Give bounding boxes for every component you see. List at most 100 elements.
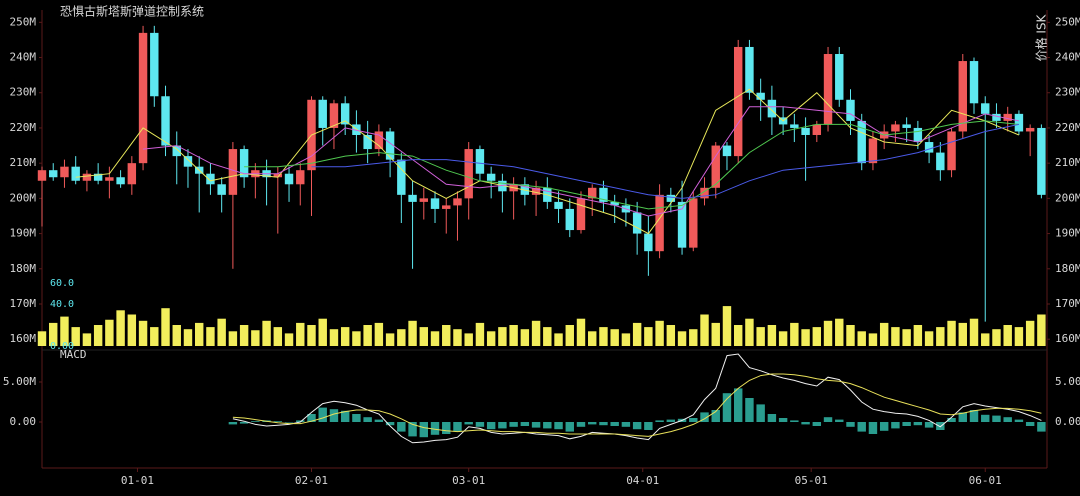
y-tick-label: 250M (10, 15, 37, 28)
macd-bar (767, 414, 777, 422)
candle-body (363, 134, 372, 150)
candle-body (610, 201, 619, 206)
volume-bar (879, 322, 889, 346)
candle-body (161, 96, 170, 146)
candle-body (49, 170, 58, 178)
volume-bar (385, 333, 395, 346)
macd-bar (1025, 422, 1035, 426)
candle-body (655, 194, 664, 252)
volume-bar (700, 314, 709, 346)
macd-bar (913, 422, 923, 426)
macd-bar (397, 422, 406, 432)
volume-bar (150, 327, 159, 346)
candle-body (172, 145, 181, 157)
candle-body (666, 194, 676, 202)
candle-body (116, 177, 125, 185)
candle-body (711, 145, 720, 188)
y-tick-label-right: 170M (1055, 297, 1080, 310)
candle-body (677, 201, 687, 248)
candle-body (430, 198, 440, 209)
volume-tick-label: 60.0 (50, 278, 74, 289)
candle-body (273, 173, 283, 178)
macd-bar (711, 410, 720, 422)
volume-bar (565, 325, 574, 346)
y-axis-label: 价格 ISK (1034, 13, 1049, 61)
macd-bar (756, 404, 765, 422)
volume-bar (127, 314, 137, 346)
volume-bar (60, 316, 69, 346)
candle-body (239, 149, 249, 178)
candle-body (767, 99, 777, 118)
volume-bar (969, 318, 979, 346)
volume-bar (812, 327, 822, 346)
volume-bar (206, 327, 215, 346)
volume-bar (374, 322, 384, 346)
volume-bar (340, 327, 350, 346)
volume-bar (992, 329, 1001, 346)
moving-average-line (244, 120, 1019, 210)
x-tick-label: 04-01 (626, 474, 659, 487)
volume-bar (318, 318, 327, 346)
volume-bar (868, 333, 878, 346)
macd-bar (992, 415, 1001, 422)
y-tick-label: 240M (10, 51, 37, 64)
macd-bar (1003, 417, 1012, 422)
volume-bar (835, 318, 844, 346)
candle-body (374, 131, 384, 150)
volume-bar (958, 322, 967, 346)
candle-body (835, 54, 844, 100)
candle-body (576, 198, 586, 231)
macd-bar (307, 414, 316, 422)
macd-bar (284, 422, 294, 423)
y-tick-label: 190M (10, 227, 37, 240)
volume-bar (666, 325, 676, 346)
volume-bar (778, 331, 788, 346)
volume-bar (767, 325, 777, 346)
macd-bar (543, 422, 552, 429)
macd-bar (329, 409, 339, 422)
candle-body (442, 205, 451, 209)
volume-bar (105, 319, 114, 346)
volume-bar (475, 322, 485, 346)
macd-bar (340, 410, 350, 422)
volume-bar (161, 308, 170, 346)
candle-body (812, 124, 822, 135)
macd-bar (464, 422, 473, 425)
volume-bar (576, 318, 586, 346)
macd-bar (296, 420, 305, 422)
macd-bar (565, 422, 574, 432)
candle-body (60, 166, 69, 178)
volume-bar (913, 325, 923, 346)
macd-bar (1014, 419, 1024, 422)
y-tick-label-right: 0.00 (1055, 415, 1080, 428)
candle-body (419, 198, 428, 202)
macd-bar (588, 422, 597, 425)
volume-bar (262, 320, 271, 346)
macd-bar (790, 420, 799, 422)
candle-body (756, 92, 765, 100)
y-tick-label-right: 250M (1055, 15, 1080, 28)
volume-bar (711, 322, 720, 346)
macd-bar (823, 417, 833, 422)
volume-bar (498, 327, 507, 346)
volume-bar (554, 333, 563, 346)
volume-bar (397, 329, 406, 346)
macd-bar (644, 422, 653, 430)
x-tick-label: 01-01 (121, 474, 154, 487)
volume-bar (37, 331, 47, 346)
volume-bar (93, 325, 103, 346)
y-tick-label: 230M (10, 86, 37, 99)
candle-body (981, 103, 990, 114)
candle-body (127, 163, 137, 185)
macd-bar (486, 422, 496, 430)
candle-body (93, 173, 103, 181)
volume-bar (1025, 320, 1035, 346)
macd-bar (958, 412, 967, 422)
moving-average-line (75, 88, 1020, 235)
macd-bar (374, 419, 384, 422)
candle-body (733, 46, 743, 157)
volume-bar (138, 320, 148, 346)
volume-bar (116, 310, 125, 346)
